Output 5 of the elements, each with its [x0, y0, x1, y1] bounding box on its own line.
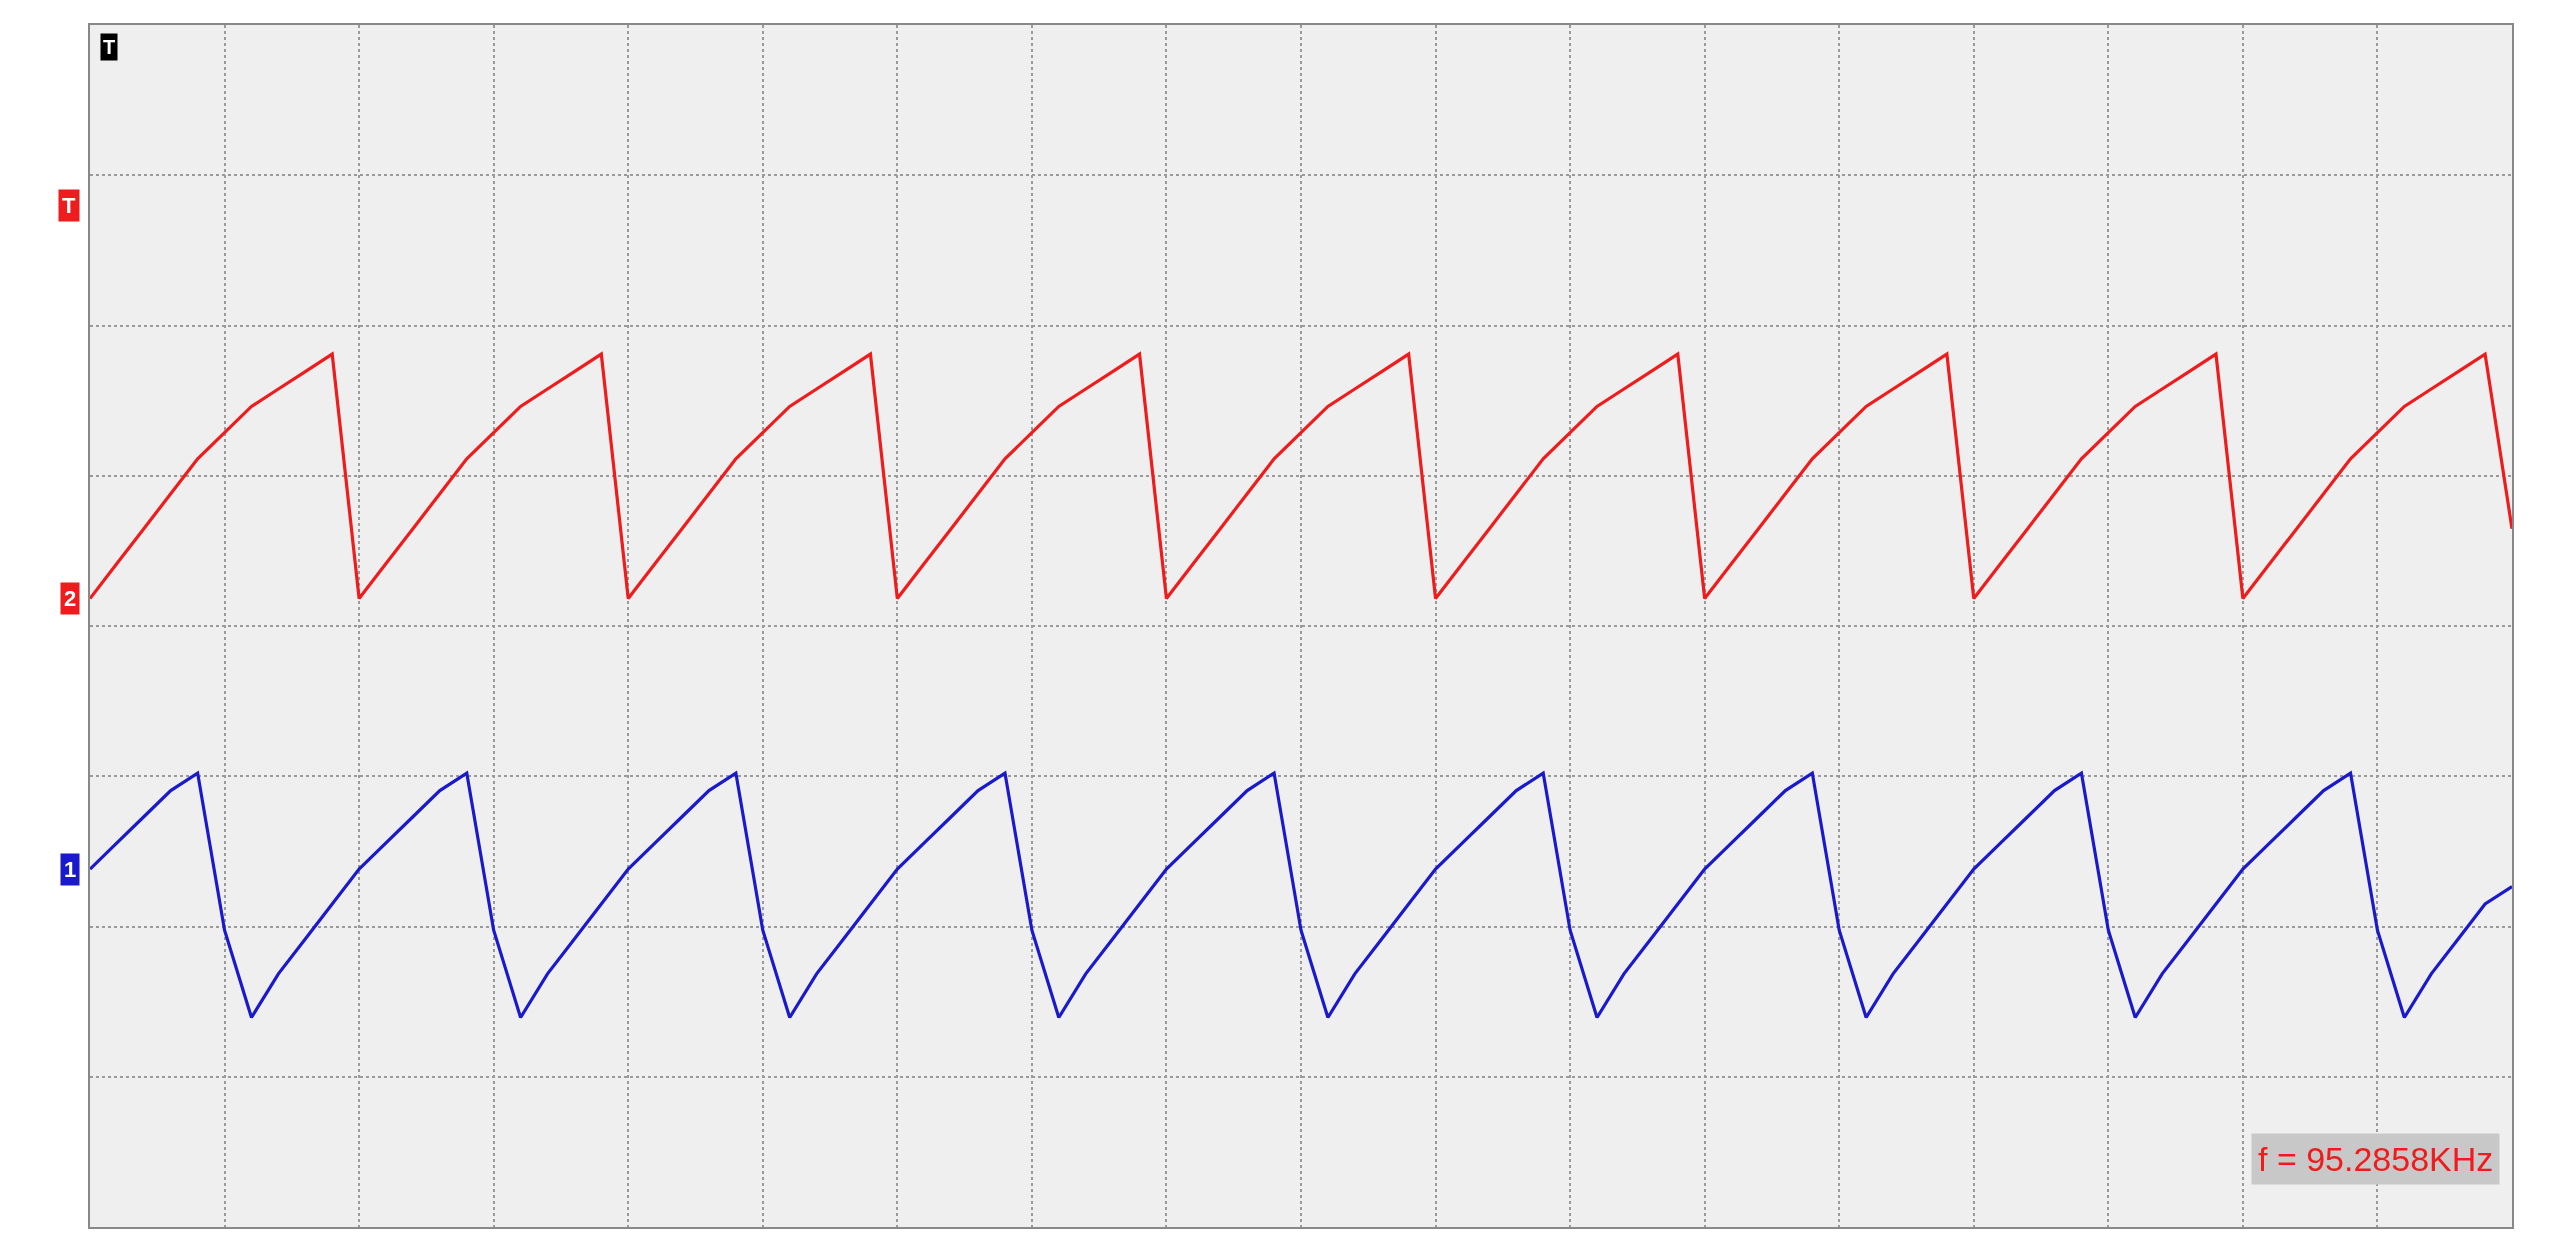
series-label: 2	[64, 586, 77, 611]
text: T	[62, 193, 76, 218]
annotation: f = 95.2858KHz	[2258, 1140, 2494, 1178]
text: T	[103, 36, 116, 58]
series-label: 1	[64, 857, 77, 882]
